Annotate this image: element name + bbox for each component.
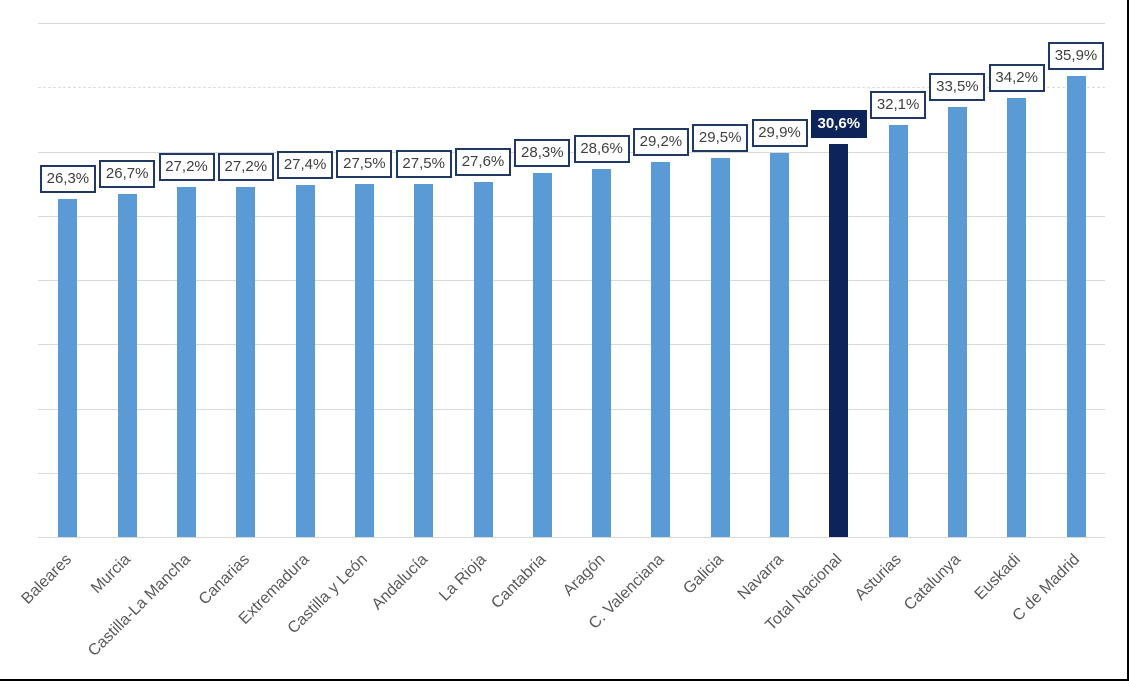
axis-label-Canarias: Canarias [195,551,253,609]
bar-Extremadura [295,184,315,537]
axis-label-Catalunya: Catalunya [901,551,965,614]
axis-label-La Rioja: La Rioja [436,551,491,605]
bar-Castilla y León [354,183,374,537]
axis-label-Euskadi: Euskadi [971,551,1024,604]
bar-Andalucía [414,183,434,537]
data-label-La Rioja: 27,6% [455,148,511,177]
data-label-Navarra: 29,9% [751,118,808,147]
bar-Castilla-La Mancha [177,187,196,537]
bar-Total Nacional [829,143,849,537]
gridline-0 [37,537,1105,538]
axis-label-Cantabria: Cantabria [488,551,550,613]
bar-Murcia [117,193,137,537]
data-label-Asturias: 32,1% [870,90,927,119]
axis-label-Aragón: Aragón [560,551,609,600]
bar-Catalunya [947,106,967,537]
data-label-Catalunya: 33,5% [929,72,986,101]
data-label-Galicia: 29,5% [692,123,749,152]
axis-label-Galicia: Galicia [680,551,728,598]
bar-Euskadi [1007,97,1027,537]
data-label-Andalucía: 27,5% [395,149,452,178]
bar-Asturias [888,124,908,537]
data-label-Total Nacional: 30,6% [810,109,867,138]
bar-Galicia [710,157,730,537]
bar-Canarias [236,187,256,537]
bar-Navarra [770,152,789,537]
data-label-C. Valenciana: 29,2% [632,127,689,156]
gridline-20 [37,280,1105,281]
axis-label-Baleares: Baleares [18,551,75,608]
bar-Cantabria [532,173,552,537]
axis-label-Andalucía: Andalucía [368,551,431,614]
data-label-Canarias: 27,2% [217,153,274,182]
gridline-25 [37,215,1105,217]
gridline-40 [37,23,1105,24]
gridline-10 [37,408,1105,410]
gridline-35 [37,87,1105,89]
bar-C de Madrid [1066,75,1086,537]
data-label-Euskadi: 34,2% [988,63,1045,92]
data-label-C de Madrid: 35,9% [1048,41,1104,70]
axis-label-Navarra: Navarra [734,551,787,604]
gridline-5 [37,472,1105,474]
gridline-30 [37,151,1105,153]
data-label-Baleares: 26,3% [39,165,96,194]
data-label-Castilla y León: 27,5% [336,149,393,178]
axis-label-Murcia: Murcia [88,551,135,597]
data-label-Extremadura: 27,4% [277,150,334,179]
data-label-Castilla-La Mancha: 27,2% [158,153,215,182]
bar-Baleares [58,199,78,537]
axis-label-Asturias: Asturias [852,551,906,604]
bar-La Rioja [473,182,493,537]
data-label-Murcia: 26,7% [99,159,156,188]
bar-C. Valenciana [651,161,671,537]
bar-Aragón [592,169,612,537]
data-label-Aragón: 28,6% [573,135,630,164]
gridline-15 [37,344,1105,346]
data-label-Cantabria: 28,3% [514,139,571,168]
axis-label-Castilla-La Mancha: Castilla-La Mancha [84,551,194,660]
